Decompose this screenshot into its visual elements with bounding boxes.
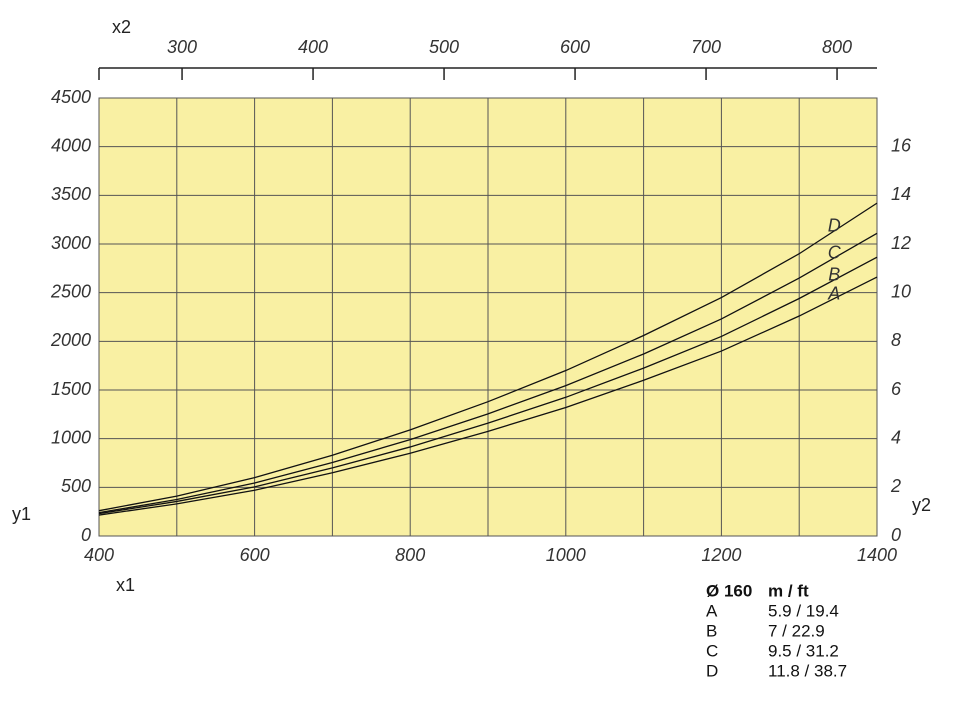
table-header: m / ft (768, 581, 809, 600)
x2-tick-label: 700 (691, 37, 721, 57)
y-tick-label: 2000 (50, 330, 91, 350)
table-cell: 11.8 / 38.7 (768, 661, 847, 680)
y2-tick-label: 2 (890, 476, 901, 496)
y2-tick-label: 4 (891, 427, 901, 447)
y2-tick-label: 6 (891, 379, 902, 399)
curve (98, 276, 878, 516)
y-axis-label: y1 (12, 504, 31, 524)
table-cell: A (706, 601, 718, 620)
curve (98, 232, 878, 514)
y2-axis-label: y2 (912, 495, 931, 515)
table-cell: C (706, 641, 718, 660)
y2-tick-label: 8 (891, 330, 901, 350)
table-header: Ø 160 (706, 581, 752, 600)
x-tick-label: 1000 (546, 545, 586, 565)
y-tick-label: 1500 (51, 379, 91, 399)
series-label: A (827, 283, 840, 303)
x2-tick-label: 800 (822, 37, 852, 57)
y2-tick-label: 14 (891, 184, 911, 204)
y2-tick-label: 12 (891, 233, 911, 253)
x2-tick-label: 300 (167, 37, 197, 57)
table-cell: 5.9 / 19.4 (768, 601, 839, 620)
x-tick-label: 600 (240, 545, 270, 565)
y2-tick-label: 10 (891, 281, 911, 301)
x-axis-label: x1 (116, 575, 135, 595)
series-label: C (828, 243, 842, 263)
curve (98, 256, 878, 515)
x2-tick-label: 600 (560, 37, 590, 57)
series-label: B (828, 265, 840, 285)
y-tick-label: 4000 (51, 135, 91, 155)
x-tick-label: 400 (84, 545, 114, 565)
y2-tick-label: 0 (891, 525, 901, 545)
y-tick-label: 4500 (51, 87, 91, 107)
table-cell: 9.5 / 31.2 (768, 641, 839, 660)
y-tick-label: 500 (61, 476, 91, 496)
table-cell: D (706, 661, 718, 680)
y2-tick-label: 16 (891, 135, 912, 155)
table-cell: 7 / 22.9 (768, 621, 825, 640)
y-tick-label: 0 (81, 525, 91, 545)
x-tick-label: 1200 (701, 545, 741, 565)
series-label: D (828, 216, 841, 236)
y-tick-label: 3500 (51, 184, 91, 204)
x2-tick-label: 500 (429, 37, 459, 57)
x2-axis-label: x2 (112, 17, 131, 37)
curve (98, 202, 878, 512)
x-tick-label: 800 (395, 545, 425, 565)
x2-tick-label: 400 (298, 37, 328, 57)
y-tick-label: 3000 (51, 233, 91, 253)
y-tick-label: 1000 (51, 427, 91, 447)
x-tick-label: 1400 (857, 545, 897, 565)
y-tick-label: 2500 (50, 281, 91, 301)
table-cell: B (706, 621, 717, 640)
